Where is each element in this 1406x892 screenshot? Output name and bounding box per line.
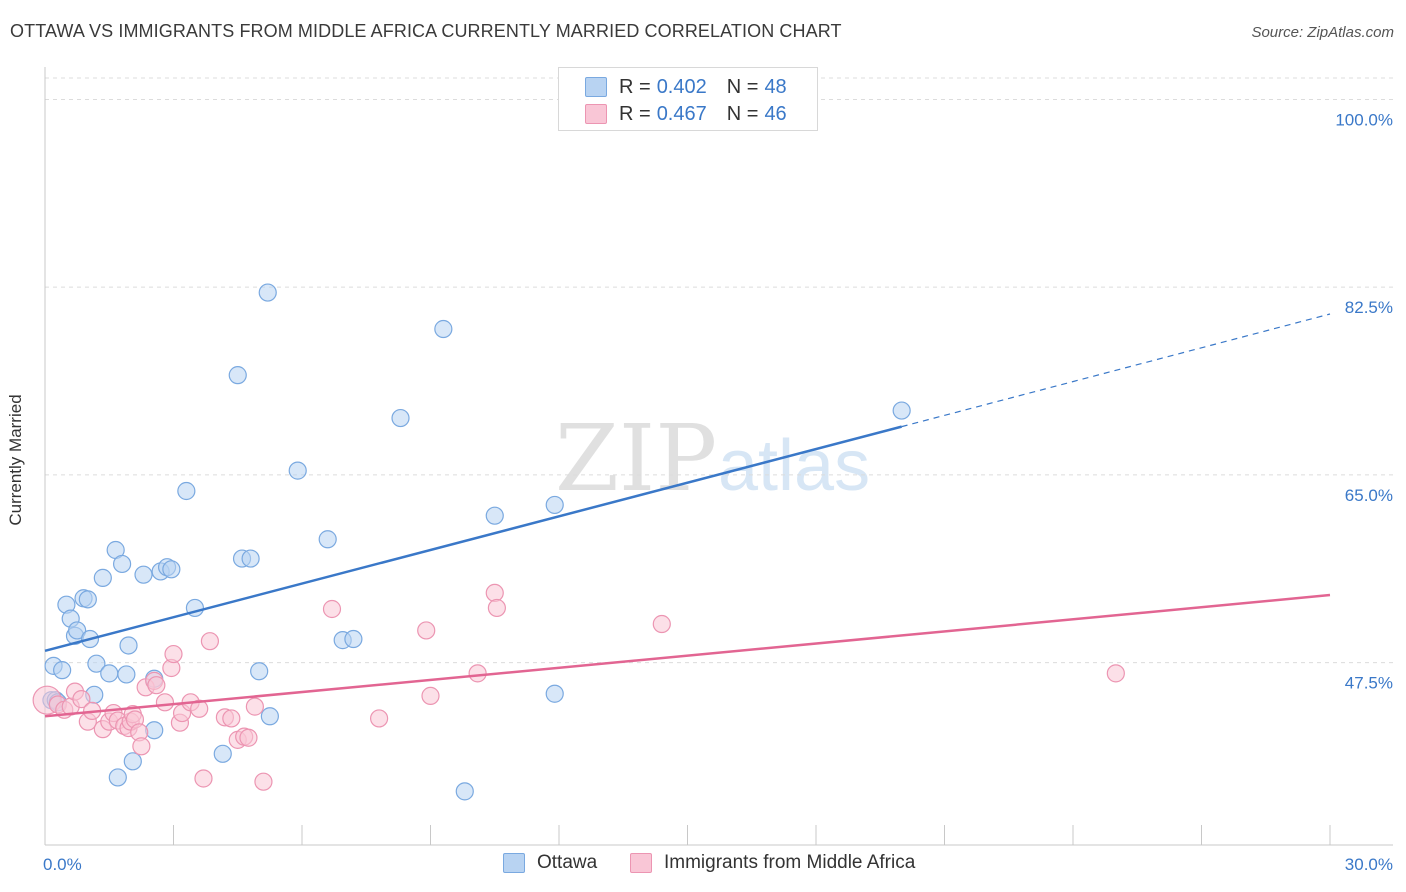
- y-tick-label: 47.5%: [1345, 674, 1393, 693]
- y-tick-label: 65.0%: [1345, 486, 1393, 505]
- middle-africa-point: [652, 614, 671, 634]
- y-tick-label: 82.5%: [1345, 298, 1393, 317]
- ottawa-point: [68, 621, 87, 640]
- watermark-atlas: atlas: [718, 426, 870, 506]
- stats-row-middle-africa: R = 0.467 N = 46: [585, 102, 787, 126]
- tick-labels: 100.0% 82.5% 65.0% 47.5% 0.0% 30.0%: [43, 110, 1393, 874]
- ottawa-legend-swatch: [503, 853, 525, 873]
- ottawa-point: [344, 629, 363, 649]
- ottawa-point: [162, 560, 181, 579]
- middle-africa-point: [164, 644, 183, 664]
- n-label: N =: [726, 102, 759, 125]
- ottawa-point: [391, 408, 410, 428]
- ottawa-point: [228, 366, 247, 385]
- stats-legend: R = 0.402 N = 48 R = 0.467 N = 46: [558, 67, 818, 131]
- ottawa-point: [241, 549, 260, 568]
- watermark: ZIP atlas: [555, 405, 870, 512]
- middle-africa-point: [200, 632, 220, 651]
- ottawa-point: [260, 707, 279, 726]
- watermark-zip: ZIP: [555, 405, 717, 512]
- ottawa-point: [134, 565, 153, 584]
- middle-africa-point: [239, 728, 258, 747]
- n-value-middle-africa: 46: [764, 102, 787, 125]
- x-tick-label: 0.0%: [43, 855, 82, 874]
- ottawa-point: [87, 654, 106, 673]
- middle-africa-point: [222, 709, 241, 728]
- ottawa-point: [545, 495, 564, 515]
- ottawa-point: [545, 684, 564, 703]
- middle-africa-point: [485, 583, 504, 603]
- source-label: Source: ZipAtlas.com: [1251, 24, 1394, 41]
- ottawa-point: [213, 744, 232, 763]
- r-value-middle-africa: 0.467: [656, 102, 707, 125]
- n-label: N =: [726, 75, 759, 98]
- ottawa-point: [250, 662, 269, 681]
- trend-lines: [44, 313, 1331, 718]
- ottawa-point: [288, 461, 307, 480]
- ottawa-trend-line: [44, 425, 902, 653]
- middle-africa-point: [132, 737, 151, 756]
- middle-africa-point: [322, 599, 342, 619]
- middle-africa-trend-line: [44, 593, 1331, 718]
- r-label: R =: [619, 102, 651, 125]
- legend-item-ottawa[interactable]: Ottawa: [503, 852, 597, 874]
- middle-africa-point: [421, 686, 440, 705]
- middle-africa-point: [245, 697, 264, 716]
- legend-item-middle-africa[interactable]: Immigrants from Middle Africa: [630, 852, 915, 874]
- ottawa-point: [485, 506, 504, 525]
- middle-africa-point: [72, 690, 91, 709]
- middle-africa-point: [190, 699, 209, 718]
- middle-africa-point: [370, 709, 389, 728]
- ottawa-point: [123, 752, 142, 771]
- middle-africa-point: [487, 598, 506, 618]
- ottawa-trend-extension: [901, 313, 1331, 428]
- data-points: [32, 283, 1125, 801]
- ottawa-point: [434, 319, 453, 339]
- ottawa-point: [117, 665, 136, 684]
- ottawa-point: [258, 283, 277, 302]
- n-value-ottawa: 48: [764, 75, 787, 98]
- ottawa-point: [318, 530, 337, 549]
- ottawa-point: [119, 636, 138, 655]
- ottawa-point: [78, 590, 97, 609]
- ottawa-point: [892, 401, 911, 420]
- series-legend: Ottawa Immigrants from Middle Africa: [0, 852, 1406, 878]
- stats-row-ottawa: R = 0.402 N = 48: [585, 75, 787, 99]
- ottawa-point: [177, 481, 196, 501]
- x-tick-label: 30.0%: [1345, 855, 1393, 874]
- middle-africa-point: [147, 676, 166, 695]
- ottawa-point: [100, 664, 119, 683]
- ottawa-point: [145, 721, 164, 740]
- middle-africa-swatch: [585, 104, 607, 124]
- r-label: R =: [619, 75, 651, 98]
- middle-africa-point: [155, 693, 175, 712]
- y-tick-label: 100.0%: [1335, 110, 1393, 129]
- ottawa-point: [455, 782, 474, 801]
- middle-africa-point: [254, 772, 273, 791]
- middle-africa-point: [194, 769, 213, 788]
- middle-africa-legend-swatch: [630, 853, 652, 873]
- ottawa-point: [93, 568, 112, 587]
- ottawa-point: [53, 661, 72, 680]
- middle-africa-point: [1106, 664, 1125, 683]
- middle-africa-point: [468, 664, 487, 683]
- legend-label-middle-africa: Immigrants from Middle Africa: [664, 852, 916, 873]
- r-value-ottawa: 0.402: [656, 75, 707, 98]
- chart-title: OTTAWA VS IMMIGRANTS FROM MIDDLE AFRICA …: [10, 21, 842, 41]
- ottawa-point: [112, 554, 132, 574]
- ottawa-point: [108, 768, 127, 787]
- gridlines: [45, 77, 1393, 664]
- middle-africa-point: [417, 621, 436, 640]
- ottawa-swatch: [585, 77, 607, 97]
- legend-label-ottawa: Ottawa: [537, 852, 598, 873]
